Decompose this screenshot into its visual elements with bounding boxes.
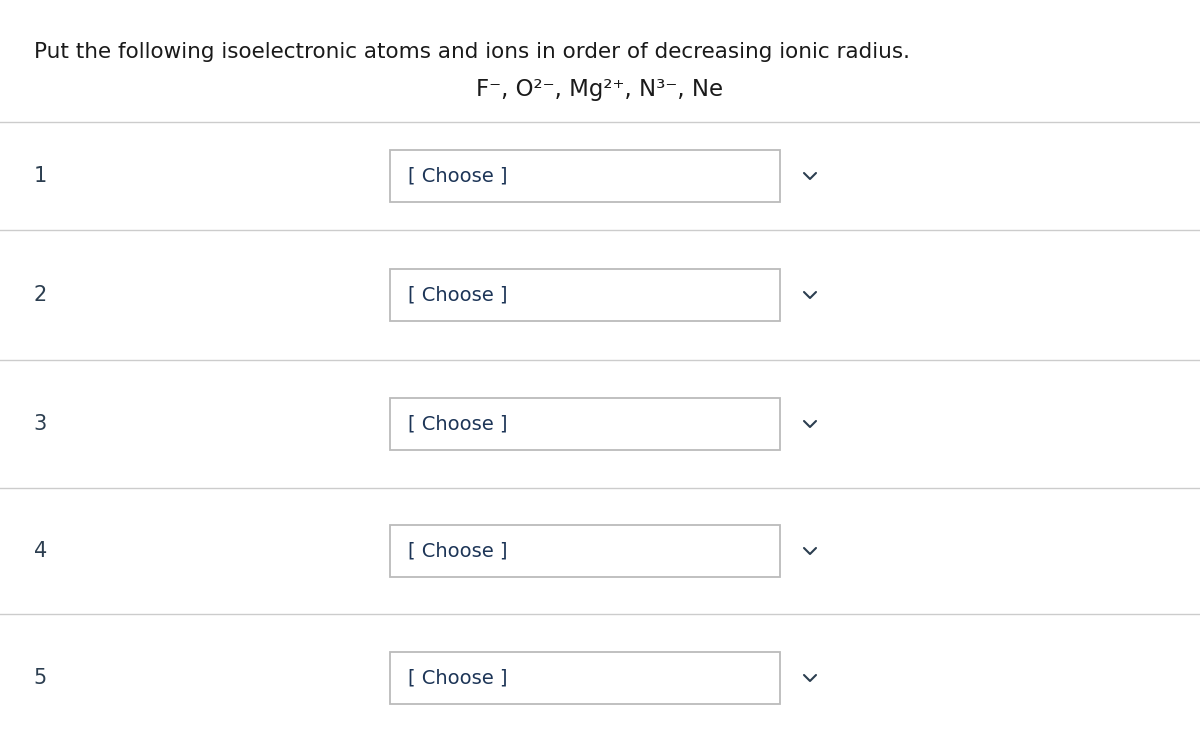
FancyBboxPatch shape — [390, 398, 780, 450]
Text: Put the following isoelectronic atoms and ions in order of decreasing ionic radi: Put the following isoelectronic atoms an… — [34, 42, 910, 62]
Text: 5: 5 — [34, 668, 47, 688]
FancyBboxPatch shape — [390, 150, 780, 202]
Text: 2: 2 — [34, 285, 47, 305]
FancyBboxPatch shape — [390, 652, 780, 704]
Text: [ Choose ]: [ Choose ] — [408, 668, 508, 688]
Text: [ Choose ]: [ Choose ] — [408, 414, 508, 433]
Text: [ Choose ]: [ Choose ] — [408, 285, 508, 304]
Text: F⁻, O²⁻, Mg²⁺, N³⁻, Ne: F⁻, O²⁻, Mg²⁺, N³⁻, Ne — [476, 78, 724, 101]
Text: 1: 1 — [34, 166, 47, 186]
FancyBboxPatch shape — [390, 269, 780, 321]
Text: [ Choose ]: [ Choose ] — [408, 167, 508, 186]
Text: 4: 4 — [34, 541, 47, 561]
Text: [ Choose ]: [ Choose ] — [408, 542, 508, 561]
FancyBboxPatch shape — [390, 525, 780, 577]
Text: 3: 3 — [34, 414, 47, 434]
